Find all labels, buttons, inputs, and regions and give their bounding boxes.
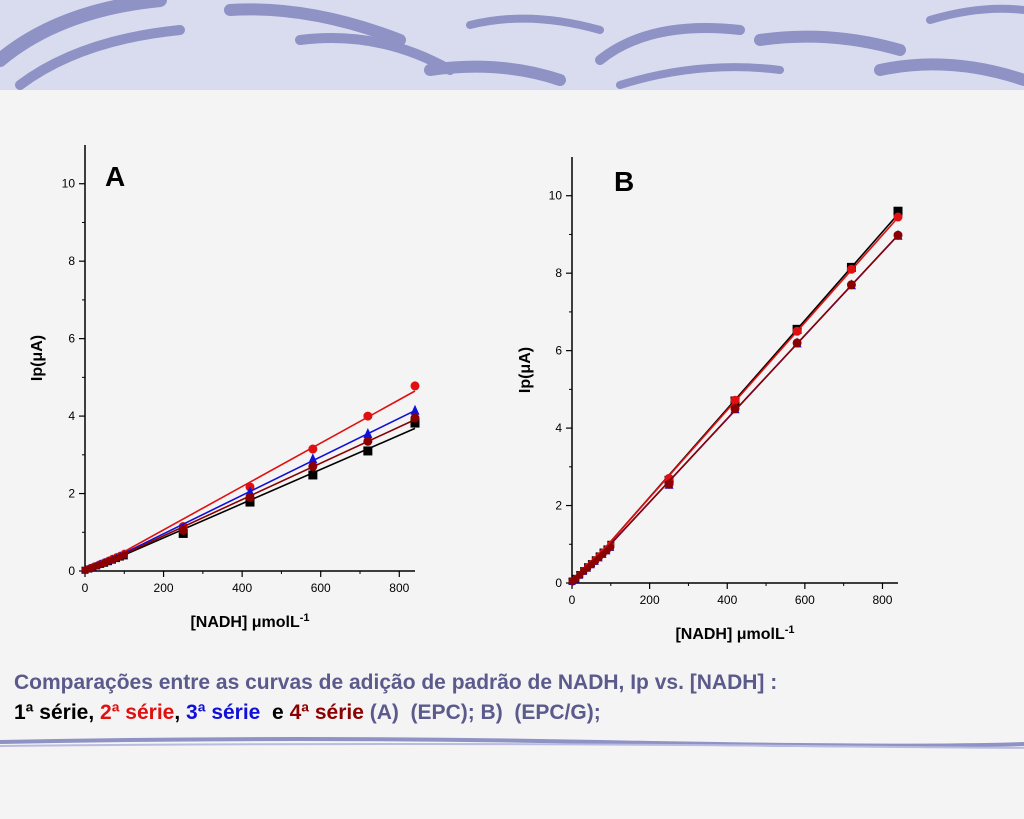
y-tick-label: 2 [68,487,75,501]
decorative-underline [0,737,1024,749]
x-axis-label-superscript: -1 [300,612,310,624]
x-tick-label: 200 [640,593,660,607]
y-tick-label: 10 [62,177,76,191]
y-tick-label: 4 [555,421,562,435]
banner-swirl [926,4,1024,24]
banner-swirl [874,58,1024,86]
series-4-point [245,492,255,502]
banner-swirl [0,0,167,67]
caption-line-2: 1ª série, 2ª série, 3ª série e 4ª série … [14,698,1014,728]
series-4-point [846,280,856,290]
series-4-point [410,413,420,423]
series-3-label: 3ª série [186,701,261,724]
series-4-point [730,404,740,414]
series-4-point [308,461,318,471]
x-tick-label: 0 [82,581,89,595]
y-tick-label: 8 [68,254,75,268]
panel-label: B [614,166,634,197]
caption-separator: e [260,701,290,724]
y-tick-label: 6 [68,332,75,346]
y-tick-label: 0 [555,576,562,590]
caption-separator: , [88,701,101,724]
y-axis-label: Ip(μA) [517,347,534,393]
x-tick-label: 400 [717,593,737,607]
series-1-point [410,418,420,428]
series-2-label: 2ª série [100,701,175,724]
caption-separator: , [174,701,187,724]
x-tick-label: 600 [795,593,815,607]
series-2-point [792,326,802,336]
x-tick-label: 400 [232,581,252,595]
x-tick-label: 600 [311,581,331,595]
series-3-point [363,428,373,439]
series-4-point [893,230,903,240]
y-tick-label: 2 [555,499,562,513]
series-1-point [363,446,373,456]
series-4-point [363,436,373,446]
banner-swirl [15,25,185,90]
banner-swirl [295,33,455,75]
x-axis-label-superscript: -1 [785,624,795,636]
series-4-point [664,479,674,489]
series-2-point [308,444,318,454]
chart-b: 0 200 400 600 800 0 2 4 6 8 10 B [NADH] μmolL-1 Ip(μA… [517,157,903,643]
y-axis-label: Ip(μA) [29,335,46,381]
series-2-point [893,212,903,222]
x-axis-label: [NADH] μmolL-1 [675,624,794,643]
series-4-label: 4ª série [289,701,364,724]
underline-stroke [0,737,1024,748]
x-tick-label: 200 [154,581,174,595]
chart-a: 0 200 400 600 800 0 2 4 6 8 10 A [NADH] μmolL-1 Ip(μA… [29,145,420,631]
series-4-point [178,525,188,535]
y-tick-label: 8 [555,266,562,280]
series-2-point [410,381,420,391]
series-2-point [730,395,740,405]
series-3-point [410,404,420,415]
series-1-point [893,206,903,216]
series-4-point [792,338,802,348]
series-2-point [363,411,373,421]
banner-swirl [224,3,406,46]
y-tick-label: 10 [549,189,563,203]
series-1-point [308,470,318,480]
series-4-point [607,543,615,551]
x-tick-label: 800 [389,581,409,595]
banner-swirl [424,60,566,86]
caption-tail: (A) (EPC); B) (EPC/G); [363,701,601,724]
series-2-fit-line [84,390,416,574]
banner-swirl [616,63,784,89]
caption-line-1: Comparações entre as curvas de adição de… [14,671,778,694]
y-tick-label: 4 [68,409,75,423]
banner-swirl [754,30,906,56]
series-1-point [245,497,255,507]
decorative-banner [0,0,1024,90]
series-4-point [120,551,128,559]
underline-stroke [0,743,1024,749]
series-2-point [846,264,856,274]
figure-caption: Comparações entre as curvas de adição de… [14,668,1014,728]
banner-swirl [595,23,745,65]
series-3-point [308,453,318,464]
series-1-label: 1ª série [14,701,89,724]
x-tick-label: 800 [872,593,892,607]
x-tick-label: 0 [569,593,576,607]
banner-swirl [466,14,604,34]
panel-label: A [105,161,125,192]
x-axis-label: [NADH] μmolL-1 [190,612,309,631]
y-tick-label: 0 [68,564,75,578]
y-tick-label: 6 [555,344,562,358]
